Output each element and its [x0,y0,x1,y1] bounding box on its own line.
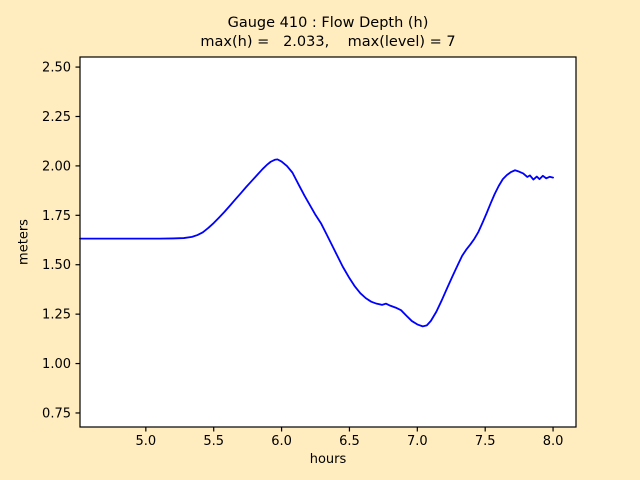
x-tick-label: 6.0 [271,434,292,449]
y-tick-label: 2.00 [42,159,71,174]
y-tick-label: 0.75 [42,406,71,421]
y-tick-label: 1.25 [42,308,71,323]
chart-title-block: Gauge 410 : Flow Depth (h) max(h) = 2.03… [80,14,576,52]
x-tick-label: 5.5 [203,434,224,449]
flow-depth-line [79,158,554,328]
x-tick-label: 6.5 [339,434,360,449]
y-tick-label: 1.00 [42,357,71,372]
chart-subtitle: max(h) = 2.033, max(level) = 7 [200,34,456,50]
x-tick-label: 5.0 [135,434,156,449]
y-tick-label: 2.50 [42,61,71,76]
y-tick-label: 1.75 [42,209,71,224]
plot-background [80,57,576,427]
x-tick-label: 7.0 [407,434,428,449]
y-axis-label: meters [16,219,32,265]
x-tick-label: 7.5 [475,434,496,449]
chart-title: Gauge 410 : Flow Depth (h) [227,15,429,31]
x-tick-label: 8.0 [543,434,564,449]
plot-border [79,56,577,428]
y-tick-label: 1.50 [42,258,71,273]
y-tick-label: 2.25 [42,110,71,125]
x-axis-label: hours [309,452,347,467]
